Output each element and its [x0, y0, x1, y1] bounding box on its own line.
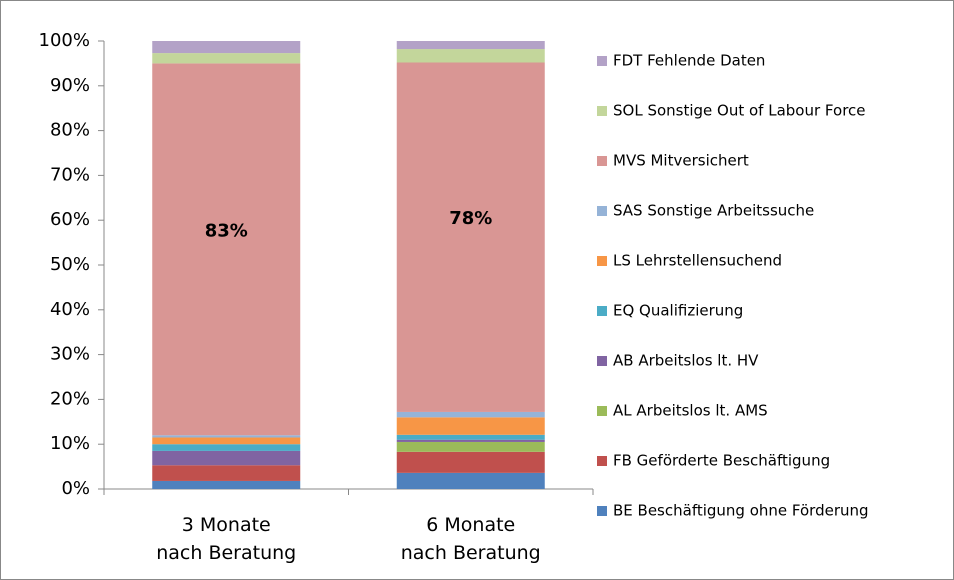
bar-segment: [152, 450, 301, 466]
bar-segment: [152, 53, 301, 64]
legend-label: SAS Sonstige Arbeitssuche: [613, 202, 814, 220]
bar-segment: [396, 439, 545, 442]
bar-segment: [152, 41, 301, 54]
bar-segment: [396, 472, 545, 489]
bar-segment: [396, 62, 545, 412]
legend-swatch: [597, 256, 607, 266]
legend-label: AB Arbeitslos lt. HV: [613, 352, 759, 370]
bar-segment: [396, 411, 545, 418]
x-tick-label: 3 Monate nach Beratung: [156, 514, 297, 564]
x-tick-label: 6 Monate nach Beratung: [400, 514, 541, 564]
legend-swatch: [597, 106, 607, 116]
legend-label: BE Beschäftigung ohne Förderung: [613, 502, 869, 520]
y-tick-label: 90%: [50, 75, 90, 96]
bar-segment: [396, 451, 545, 473]
bar-segment: [396, 434, 545, 440]
legend-label: EQ Qualifizierung: [613, 302, 743, 320]
legend-swatch: [597, 456, 607, 466]
legend-swatch: [597, 406, 607, 416]
y-tick-label: 20%: [50, 388, 90, 409]
legend-swatch: [597, 306, 607, 316]
legend-swatch: [597, 506, 607, 516]
y-tick-label: 0%: [61, 478, 90, 499]
legend-label: SOL Sonstige Out of Labour Force: [613, 102, 866, 120]
legend-swatch: [597, 56, 607, 66]
y-tick-label: 50%: [50, 254, 90, 275]
legend-swatch: [597, 356, 607, 366]
bar-segment: [396, 41, 545, 50]
legend-swatch: [597, 206, 607, 216]
legend-label: FB Geförderte Beschäftigung: [613, 452, 830, 470]
bar-segment: [396, 49, 545, 63]
y-tick-label: 70%: [50, 164, 90, 185]
y-tick-label: 100%: [39, 30, 90, 51]
bar-segment: [396, 441, 545, 452]
y-tick-label: 80%: [50, 120, 90, 141]
bar-segment: [152, 444, 301, 451]
data-label: 78%: [449, 208, 492, 229]
y-tick-label: 40%: [50, 299, 90, 320]
legend-label: FDT Fehlende Daten: [613, 52, 765, 70]
bar-segment: [152, 465, 301, 481]
bar-segment: [152, 435, 301, 438]
legend-label: LS Lehrstellensuchend: [613, 252, 782, 270]
y-tick-label: 60%: [50, 209, 90, 230]
y-tick-label: 30%: [50, 344, 90, 365]
legend-label: AL Arbeitslos lt. AMS: [613, 402, 768, 420]
bar-segment: [396, 417, 545, 435]
bar-segment: [152, 480, 301, 489]
y-tick-label: 10%: [50, 433, 90, 454]
bar-segment: [152, 63, 301, 436]
legend-label: MVS Mitversichert: [613, 152, 749, 170]
legend-swatch: [597, 156, 607, 166]
bar-segment: [152, 437, 301, 445]
data-label: 83%: [205, 220, 248, 241]
